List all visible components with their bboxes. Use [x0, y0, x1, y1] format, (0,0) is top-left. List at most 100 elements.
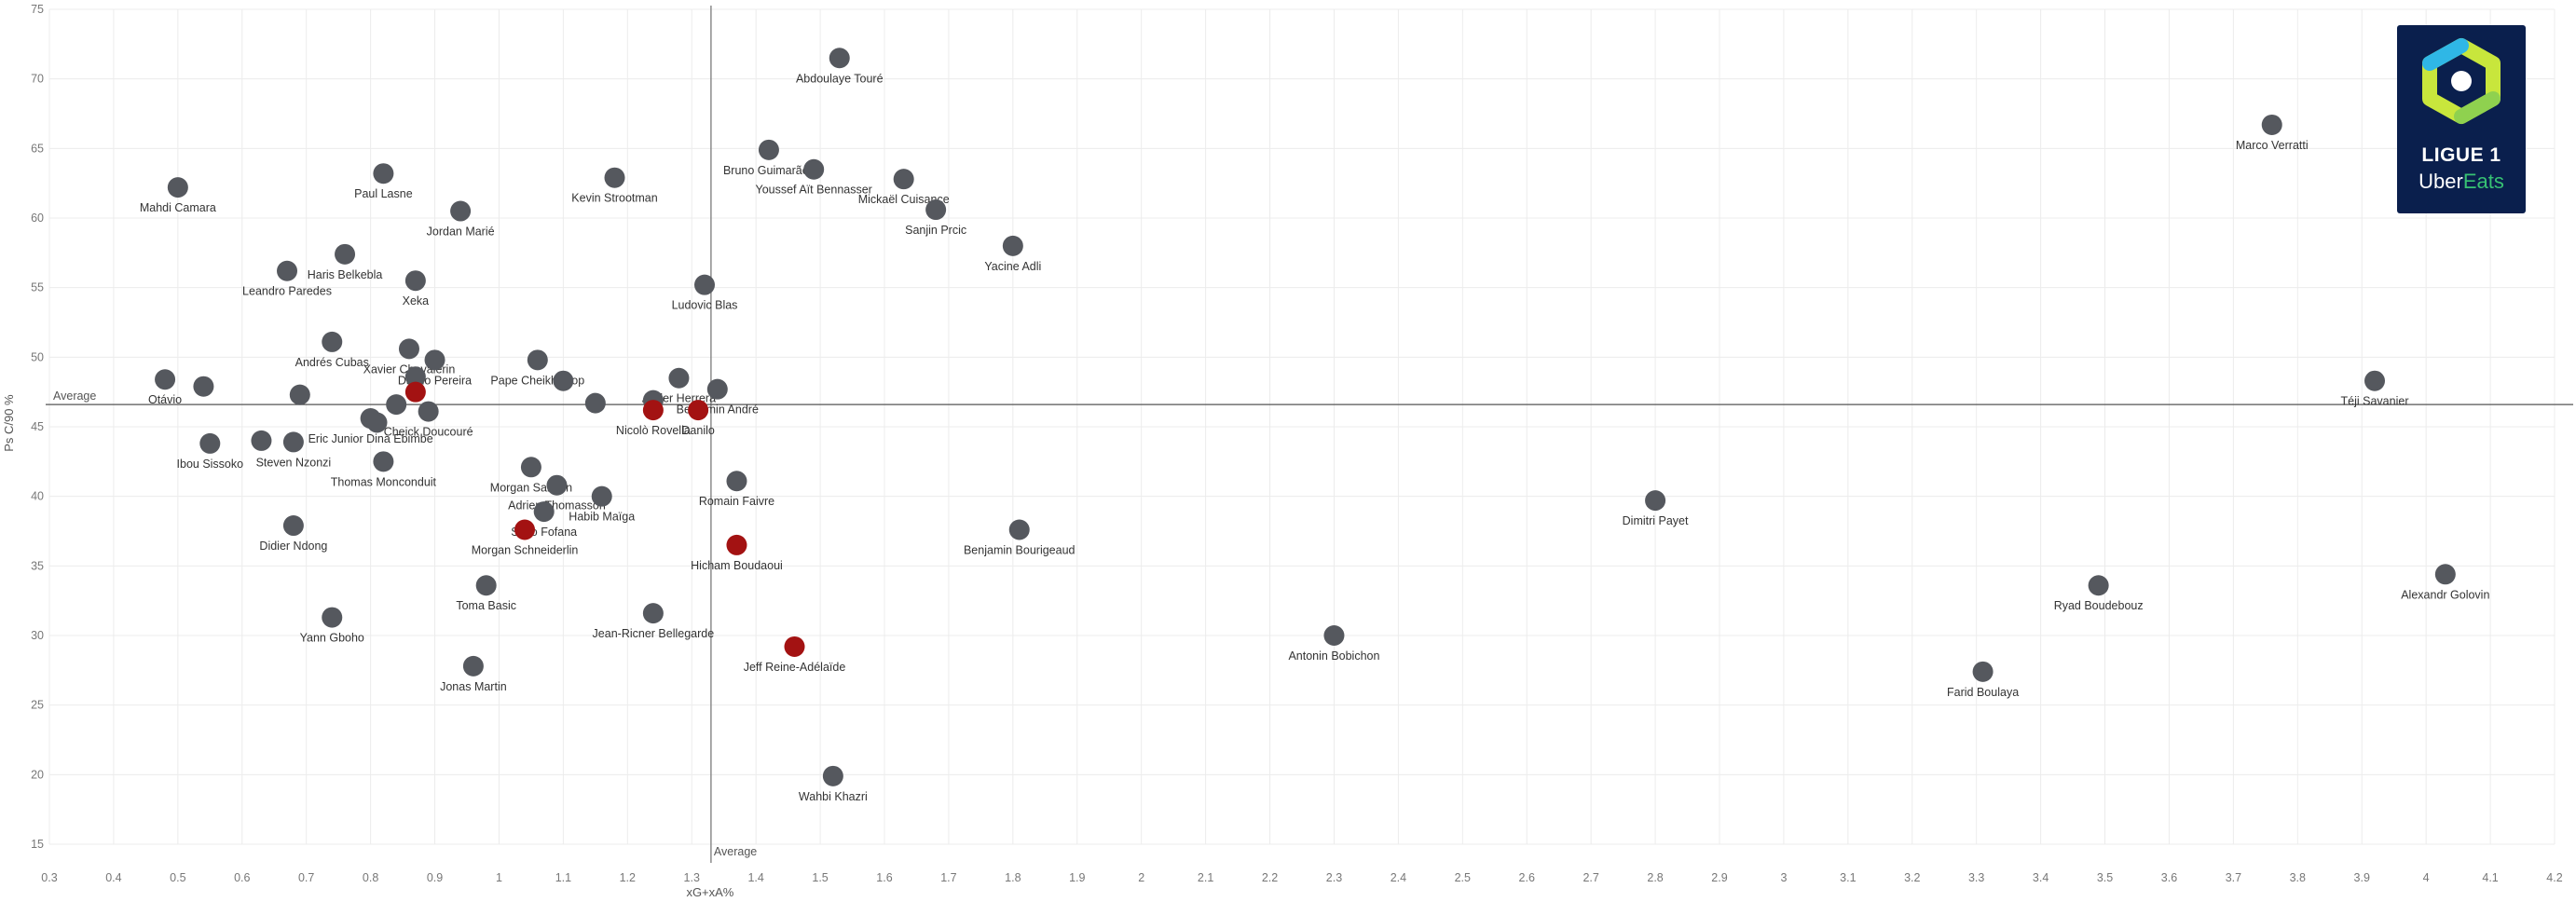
x-tick-label: 3.8 [2290, 871, 2306, 884]
data-label: Steven Nzonzi [256, 456, 332, 469]
x-tick-label: 2.4 [1391, 871, 1406, 884]
x-tick-label: 2.3 [1326, 871, 1342, 884]
y-tick-label: 20 [31, 768, 44, 781]
data-point [335, 243, 356, 265]
data-point [386, 394, 407, 416]
data-label: Danilo [681, 424, 714, 437]
data-label: Abdoulaye Touré [796, 72, 884, 85]
y-axis-title: Ps C/90 % [2, 394, 16, 452]
x-tick-label: 4.2 [2546, 871, 2562, 884]
data-point [553, 370, 574, 391]
x-tick-label: 1 [496, 871, 502, 884]
data-point [1323, 625, 1345, 646]
data-point [1645, 490, 1666, 512]
data-label: Otávio [148, 393, 182, 406]
ligue1-emblem-icon [2422, 38, 2501, 124]
data-point [373, 163, 394, 184]
data-point [533, 501, 555, 523]
y-tick-label: 55 [31, 281, 44, 294]
x-tick-label: 0.8 [363, 871, 378, 884]
data-point [2434, 564, 2456, 585]
data-point [424, 349, 445, 371]
x-tick-label: 4 [2423, 871, 2430, 884]
data-label: Paul Lasne [354, 187, 413, 200]
x-tick-label: 0.9 [427, 871, 443, 884]
logo-line2: UberEats [2397, 170, 2526, 194]
x-tick-label: 1.2 [620, 871, 636, 884]
y-tick-label: 30 [31, 629, 44, 642]
data-point [282, 431, 304, 453]
data-point [758, 139, 779, 160]
x-tick-label: 0.4 [105, 871, 121, 884]
data-label: Habib Maïga [569, 511, 635, 524]
data-label: Jonas Martin [440, 680, 507, 693]
data-point [398, 338, 419, 360]
x-tick-label: 1.5 [812, 871, 828, 884]
data-label: Ryad Boudebouz [2054, 599, 2144, 612]
data-point [784, 636, 805, 657]
data-label: Haris Belkebla [308, 268, 383, 281]
x-tick-label: 2.7 [1583, 871, 1598, 884]
data-point [688, 400, 709, 421]
data-label: Yacine Adli [984, 260, 1041, 273]
data-point [1972, 661, 1994, 682]
data-point [2364, 370, 2386, 391]
data-label: Ibou Sissoko [177, 458, 244, 471]
data-point [475, 575, 497, 596]
data-label: Morgan Schneiderlin [472, 544, 579, 557]
x-tick-label: 0.7 [298, 871, 314, 884]
data-point [546, 474, 568, 496]
x-tick-label: 3.6 [2161, 871, 2177, 884]
data-label: Mickaël Cuisance [858, 193, 950, 206]
y-tick-label: 60 [31, 212, 44, 225]
x-tick-label: 0.5 [170, 871, 185, 884]
data-label: Jeff Reine-Adélaïde [744, 661, 846, 674]
logo-eats: Eats [2462, 170, 2504, 193]
data-points [155, 48, 2456, 786]
data-point [366, 412, 388, 433]
data-point [167, 177, 188, 198]
axes: 0.3 0.4 0.5 0.6 0.7 0.8 0.9 1 1.1 1.2 1.3 1.4 1.5 1.6… [31, 3, 2563, 884]
data-point [642, 603, 664, 624]
data-label: Jordan Marié [427, 226, 495, 239]
y-tick-label: 75 [31, 3, 44, 16]
x-tick-label: 3.7 [2226, 871, 2241, 884]
data-point [404, 381, 426, 403]
x-tick-label: 1.4 [747, 871, 763, 884]
x-tick-label: 4.1 [2482, 871, 2498, 884]
data-point [282, 515, 304, 537]
x-tick-label: 1.6 [876, 871, 892, 884]
data-point [1002, 235, 1023, 256]
data-label: Bruno Guimarães [723, 164, 815, 177]
data-point [822, 765, 843, 786]
y-average-label: Average [53, 390, 96, 403]
x-tick-label: 2.9 [1711, 871, 1727, 884]
x-tick-label: 1.8 [1005, 871, 1021, 884]
data-label: Marco Verratti [2236, 139, 2309, 152]
data-label: Téji Savanier [2341, 395, 2409, 408]
data-label: Didier Ndong [259, 540, 327, 553]
y-tick-label: 45 [31, 420, 44, 433]
data-point [404, 366, 426, 388]
data-point [642, 400, 664, 421]
grid-lines [48, 8, 2555, 845]
data-label: Farid Boulaya [1947, 686, 2019, 699]
data-point [322, 331, 343, 352]
data-label: Kevin Strootman [571, 192, 657, 205]
x-tick-label: 3.1 [1840, 871, 1856, 884]
data-label: Eric Junior Dina Ebimbe [308, 432, 433, 445]
data-point [527, 349, 548, 371]
data-point [1008, 519, 1030, 540]
data-label: Romain Faivre [699, 495, 774, 508]
logo-uber: Uber [2418, 170, 2463, 193]
y-tick-label: 40 [31, 490, 44, 503]
average-reference-lines: Average Average [46, 6, 2573, 863]
x-tick-label: 3.5 [2097, 871, 2113, 884]
data-label: Hicham Boudaoui [691, 559, 783, 572]
data-point [726, 534, 747, 555]
data-point [514, 519, 536, 540]
data-point [604, 167, 625, 188]
x-tick-label: 2.8 [1647, 871, 1663, 884]
